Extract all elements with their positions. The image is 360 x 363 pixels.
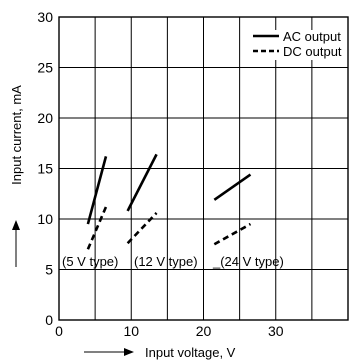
x-axis-label: Input voltage, V bbox=[145, 345, 236, 360]
y-tick-label: 5 bbox=[45, 262, 53, 278]
y-axis-arrow-icon bbox=[12, 220, 20, 230]
group-label: (12 V type) bbox=[134, 254, 198, 269]
y-tick-label: 10 bbox=[37, 211, 53, 227]
x-tick-label: 0 bbox=[55, 323, 63, 339]
ac-output-line bbox=[213, 173, 252, 201]
grid bbox=[59, 17, 348, 320]
group-label: (5 V type) bbox=[62, 254, 118, 269]
axis-titles: Input current, mA Input voltage, V bbox=[9, 85, 236, 360]
ac-output-line bbox=[86, 156, 108, 225]
group-label: _(24 V type) bbox=[212, 254, 284, 269]
x-axis-arrow-icon bbox=[124, 348, 134, 356]
y-axis-label: Input current, mA bbox=[9, 85, 24, 185]
group-labels: (5 V type) (12 V type) _(24 V type) bbox=[62, 254, 284, 269]
y-tick-label: 25 bbox=[37, 60, 53, 76]
x-tick-label: 30 bbox=[268, 323, 284, 339]
series-lines bbox=[86, 153, 252, 250]
y-tick-label: 20 bbox=[37, 110, 53, 126]
y-tick-label: 15 bbox=[37, 161, 53, 177]
legend: AC output DC output bbox=[251, 29, 347, 60]
dc-output-line bbox=[126, 212, 158, 245]
y-tick-label: 30 bbox=[37, 9, 53, 25]
legend-ac-output-label: AC output bbox=[283, 29, 341, 44]
x-tick-label: 10 bbox=[123, 323, 139, 339]
x-tick-label: 20 bbox=[196, 323, 212, 339]
ac-output-line bbox=[126, 153, 158, 212]
y-tick-label: 0 bbox=[45, 312, 53, 328]
dc-output-line bbox=[213, 222, 252, 246]
dc-output-line bbox=[86, 206, 108, 250]
tick-labels: 0 5 10 15 20 25 30 0 10 20 30 bbox=[37, 9, 283, 339]
plot-frame bbox=[58, 16, 349, 321]
legend-dc-output-label: DC output bbox=[283, 44, 342, 59]
